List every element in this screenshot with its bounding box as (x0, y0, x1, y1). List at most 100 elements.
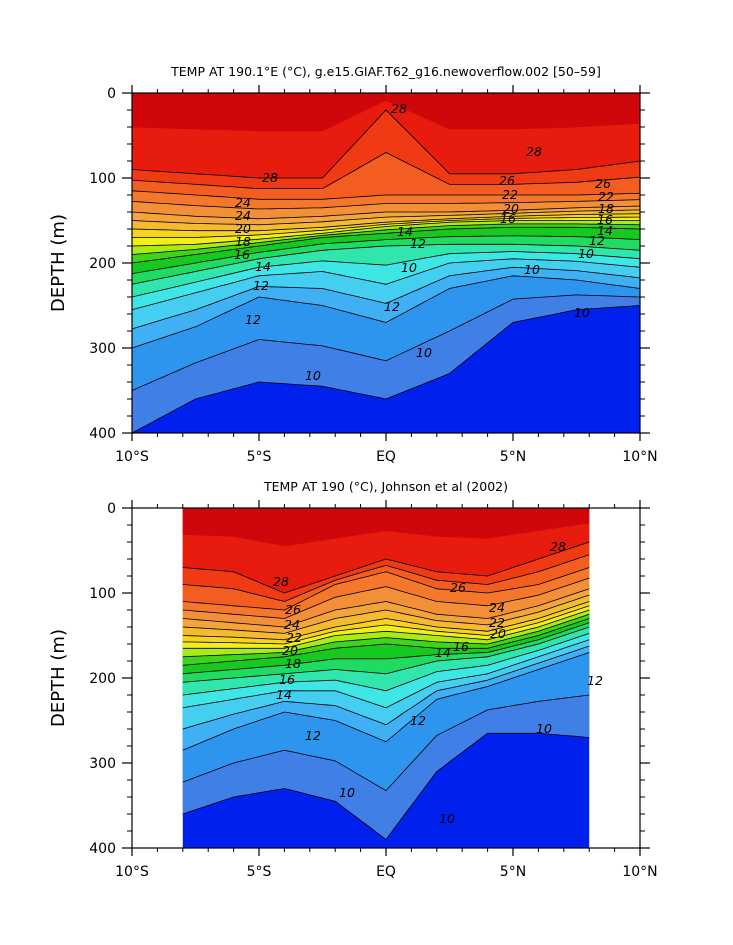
contour-label: 28 (550, 539, 566, 554)
contour-label: 18 (285, 656, 301, 671)
contour-fills (132, 93, 640, 433)
x-tick-label: 10°N (622, 864, 657, 880)
contour-label: 28 (273, 574, 289, 589)
contour-fills (182, 508, 590, 848)
contour-label: 26 (595, 176, 611, 191)
contour-label: 20 (503, 201, 519, 216)
contour-line (182, 588, 590, 628)
panel-observed-temperature: TEMP AT 190 (°C), Johnson et al (2002) 2… (48, 479, 658, 880)
contour-label: 16 (500, 211, 516, 226)
x-tick-label: EQ (376, 864, 396, 880)
axes: 10°S 5°S EQ 5°N 10°N 0 100 200 300 400 (89, 500, 658, 880)
contour-label: 12 (245, 312, 261, 327)
axes: 10°S 5°S EQ 5°N 10°N 0 100 200 300 400 (89, 85, 658, 465)
contour-line (132, 205, 640, 220)
contour-line (182, 645, 590, 730)
contour-line (182, 652, 590, 751)
contour-line (132, 223, 640, 255)
contour-label: 28 (526, 144, 542, 159)
contour-label: 16 (597, 212, 613, 227)
contour-band (182, 508, 590, 547)
contour-line (182, 554, 590, 602)
contour-line (182, 626, 590, 683)
contour-label: 20 (282, 643, 298, 658)
contour-label: 24 (235, 208, 251, 223)
contour-line (182, 622, 590, 675)
contour-label: 12 (410, 236, 426, 251)
contour-lines (132, 109, 640, 433)
contour-label: 14 (255, 259, 271, 274)
contour-label: 24 (489, 600, 505, 615)
contour-label: 22 (598, 189, 614, 204)
contour-label: 18 (598, 201, 614, 216)
contour-label: 14 (597, 223, 613, 238)
contour-line (182, 609, 590, 649)
contour-label: 16 (279, 672, 295, 687)
contour-line (182, 633, 590, 696)
contour-line (182, 594, 590, 634)
contour-label: 10 (416, 345, 432, 360)
y-tick-label: 400 (89, 426, 116, 442)
contour-line (132, 109, 640, 179)
contour-line (132, 266, 640, 330)
contour-label: 18 (235, 234, 251, 249)
contour-label: 26 (499, 173, 515, 188)
contour-label: 22 (489, 615, 505, 630)
contour-label: 12 (253, 278, 269, 293)
contour-line (132, 213, 640, 232)
contour-label: 20 (490, 626, 506, 641)
panel-title: TEMP AT 190.1°E (°C), g.e15.GIAF.T62_g16… (170, 64, 601, 79)
contour-label: 10 (578, 246, 594, 261)
panel-model-temperature: TEMP AT 190.1°E (°C), g.e15.GIAF.T62_g16… (48, 64, 658, 465)
contour-line (132, 305, 640, 433)
contour-line (132, 235, 640, 274)
y-tick-label: 400 (89, 841, 116, 857)
y-axis-title: DEPTH (m) (48, 214, 69, 312)
contour-label: 10 (439, 811, 455, 826)
contour-label: 10 (536, 721, 552, 736)
contour-label: 26 (450, 580, 466, 595)
contour-line (132, 251, 640, 298)
contour-line (132, 199, 640, 210)
contour-label: 20 (235, 221, 251, 236)
y-tick-label: 300 (89, 341, 116, 357)
contour-band (132, 93, 640, 132)
contour-line (182, 605, 590, 645)
contour-label: 12 (305, 728, 321, 743)
x-tick-label: 5°N (500, 864, 526, 880)
x-tick-label: 10°S (115, 449, 149, 465)
contour-label: 10 (524, 262, 540, 277)
contour-label: 28 (262, 170, 278, 185)
contour-label: 12 (587, 673, 603, 688)
contour-label: 12 (589, 233, 605, 248)
y-tick-label: 300 (89, 756, 116, 772)
contour-line (132, 294, 640, 391)
contour-label: 22 (502, 187, 518, 202)
x-tick-label: 10°S (115, 864, 149, 880)
contour-line (182, 618, 590, 666)
contour-label: 22 (286, 630, 302, 645)
contour-label: 26 (285, 602, 301, 617)
contour-line (182, 694, 590, 792)
x-tick-label: 5°S (247, 449, 272, 465)
y-tick-label: 100 (89, 586, 116, 602)
contour-line (182, 567, 590, 611)
y-tick-label: 0 (107, 501, 116, 517)
contour-label: 24 (284, 617, 300, 632)
y-axis-title: DEPTH (m) (48, 629, 69, 727)
y-tick-label: 200 (89, 671, 116, 687)
contour-label: 10 (574, 305, 590, 320)
y-tick-label: 100 (89, 171, 116, 187)
contour-label: 16 (234, 247, 250, 262)
contour-label: 28 (391, 101, 407, 116)
contour-line (182, 613, 590, 658)
x-tick-label: 5°S (247, 864, 272, 880)
x-tick-label: 10°N (622, 449, 657, 465)
contour-line (182, 732, 590, 841)
contour-line (132, 152, 640, 189)
y-tick-label: 0 (107, 86, 116, 102)
contour-line (182, 639, 590, 709)
